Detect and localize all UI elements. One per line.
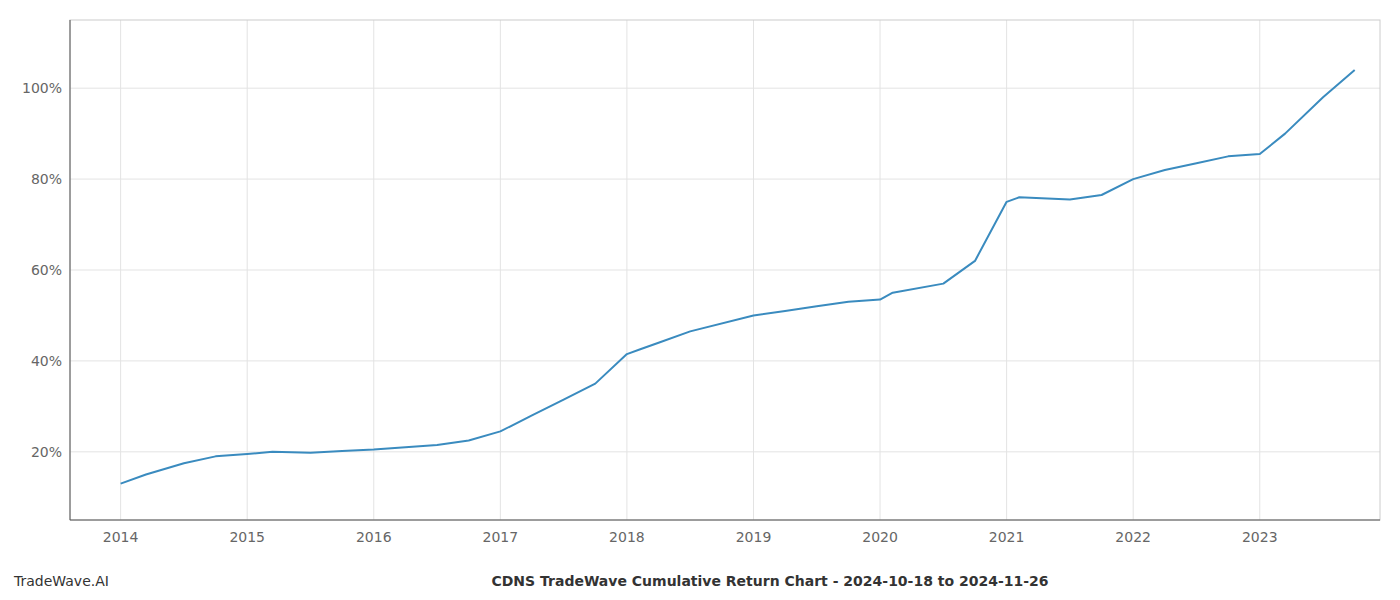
y-grid-line [70,360,1380,361]
plot-frame [70,20,1380,520]
x-tick-label: 2021 [989,529,1025,545]
x-tick-label: 2014 [103,529,139,545]
y-grid-line [70,179,1380,180]
plot-data [121,70,1355,484]
y-grid-line [70,270,1380,271]
watermark: TradeWave.AI [13,573,109,589]
x-tick-label: 2023 [1242,529,1278,545]
page: {"chart_data": {"type": "line", "title":… [0,0,1400,600]
x-tick-label: 2018 [609,529,645,545]
x-tick-label: 2022 [1115,529,1151,545]
y-grid-line [70,88,1380,89]
y-tick-label: 60% [31,262,62,278]
y-tick-label: 80% [31,171,62,187]
y-tick-label: 100% [22,80,62,96]
x-tick-label: 2020 [862,529,898,545]
chart-title: CDNS TradeWave Cumulative Return Chart -… [491,573,1048,589]
x-axis-line [70,520,1380,521]
x-tick-label: 2019 [736,529,772,545]
y-tick-label: 20% [31,444,62,460]
y-axis-line [70,20,71,520]
chart: 2014 2015 2016 2017 2018 2019 2020 2021 2022 2023… [0,0,1400,600]
x-tick-label: 2016 [356,529,392,545]
y-tick-label: 40% [31,353,62,369]
line-series [121,70,1355,484]
x-tick-label: 2015 [229,529,265,545]
grid [70,20,1380,520]
tick-labels: 2014 2015 2016 2017 2018 2019 2020 2021 2022 2023… [22,80,1278,545]
x-tick-label: 2017 [483,529,519,545]
